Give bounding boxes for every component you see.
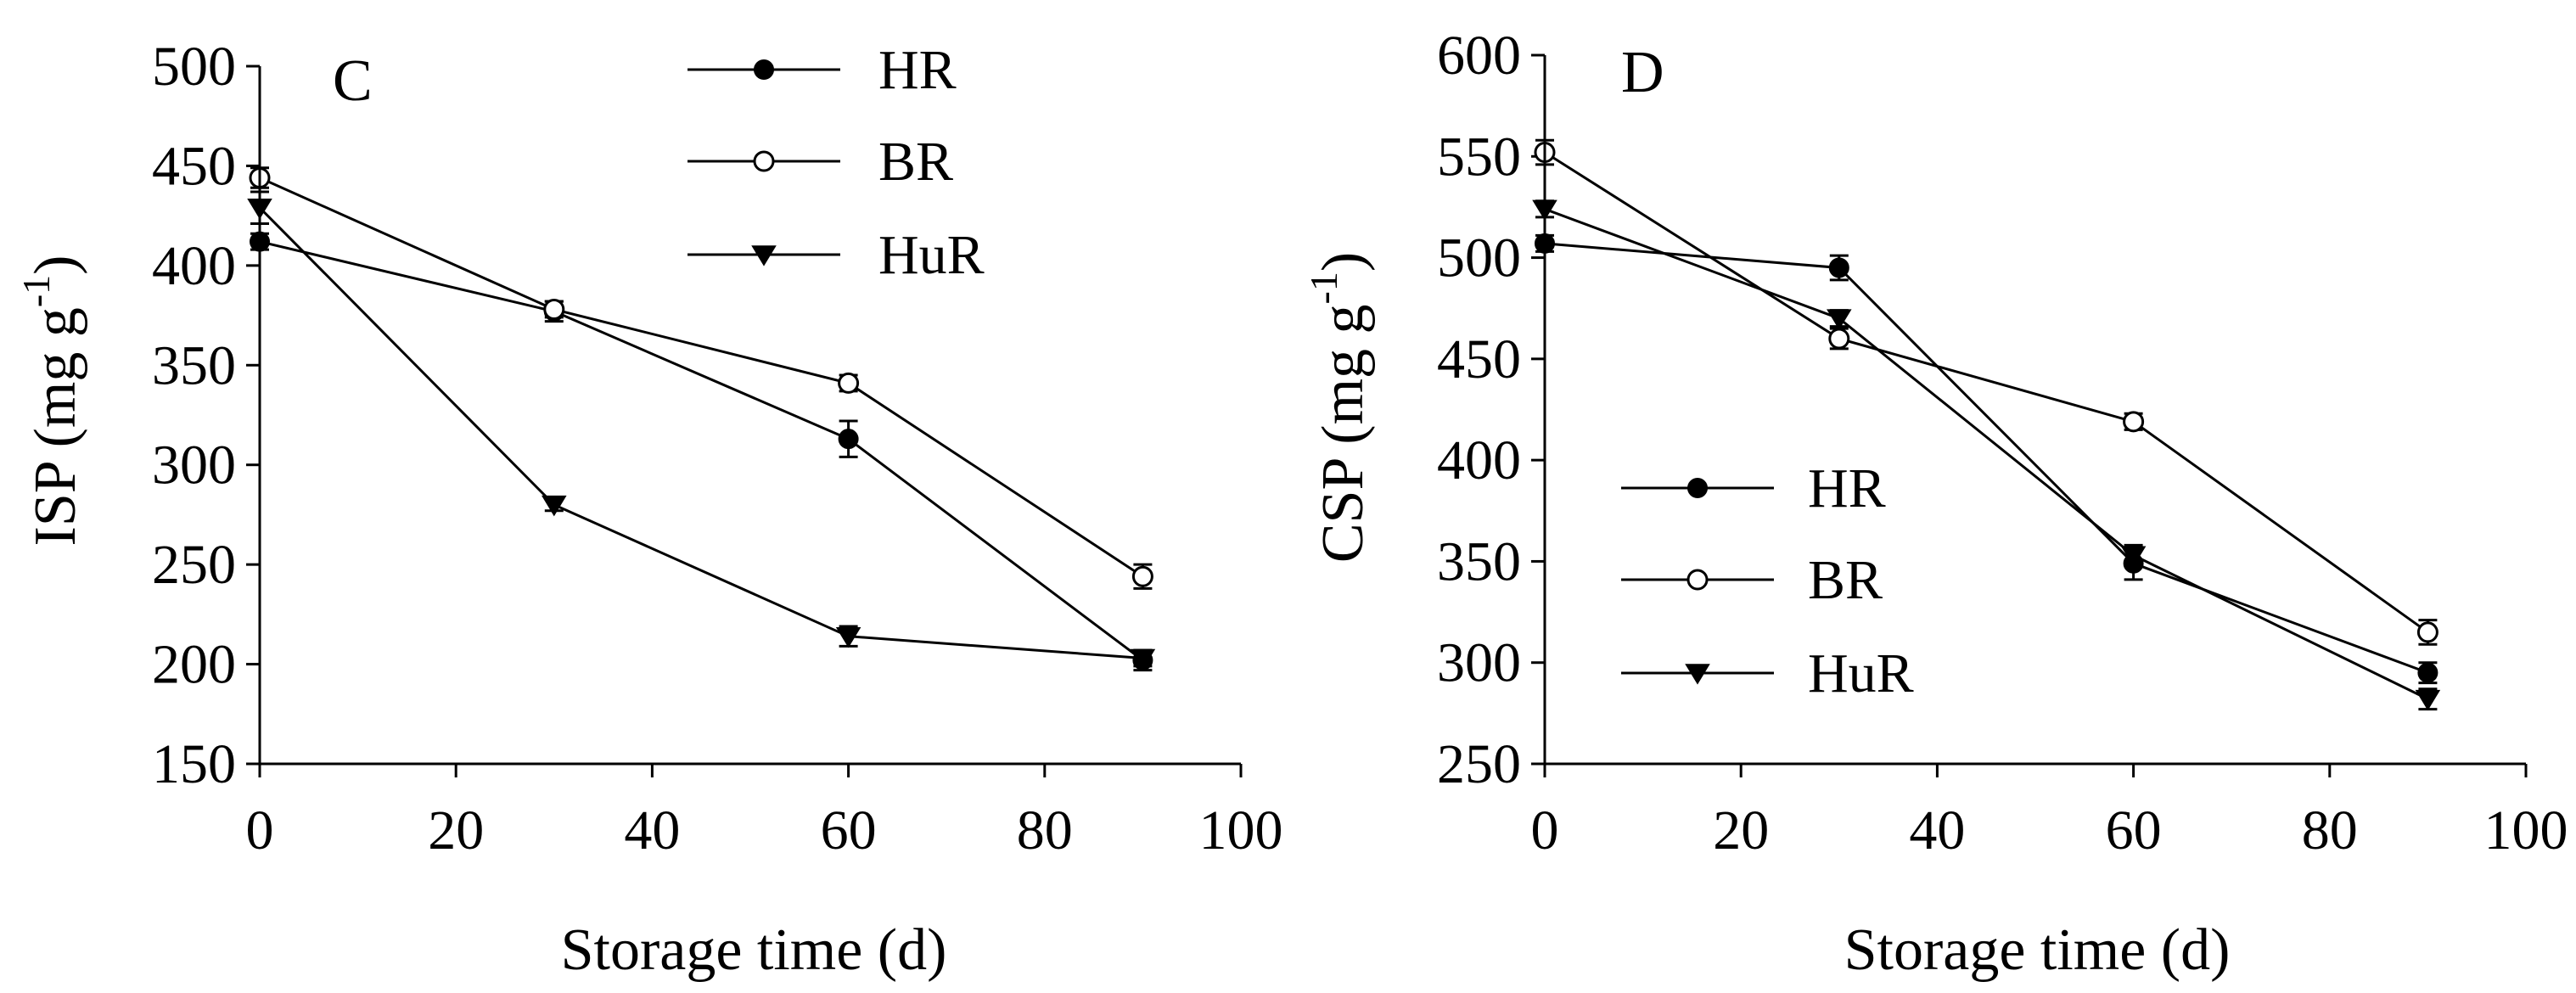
panel-d-x-tick-label: 80 [2302,799,2358,861]
panel-d-series-hr-line [1544,242,2428,675]
panel-d-y-tick-label: 300 [1437,632,1521,694]
panel-c-label: C [333,48,373,114]
panel-c-legend-label-hr: HR [878,39,957,101]
panel-c-y-tick-label: 300 [152,435,236,496]
panel-c-series-hr [250,231,1153,672]
panel-d-y-title-close: ) [1310,252,1376,272]
panel-d-y-tick-label: 400 [1437,429,1521,491]
panel-c-y-tick-label: 150 [152,733,236,795]
panel-c-x-tick-label: 100 [1199,799,1283,861]
panel-c-y-tick-label: 250 [152,534,236,596]
panel-c-series-hur-point [542,495,567,517]
panel-c-legend-marker [753,150,775,172]
panel-d-y-tick-label: 250 [1437,733,1521,795]
panel-d-series [1532,138,2441,711]
panel-d-y-tick-label: 500 [1437,227,1521,289]
panel-c-y-title-main: ISP (mg g [23,307,88,546]
panel-c-series-hur-point [835,626,861,648]
panel-c-x-tick-label: 20 [428,799,484,861]
panel-c-y-axis-title: ISP (mg g-1) [14,255,88,547]
panel-c-x-tick-label: 40 [624,799,680,861]
panel-d-x-tick-label: 20 [1713,799,1769,861]
panel-d-label: D [1621,40,1664,105]
panel-c-x-tick-label: 60 [821,799,877,861]
panel-d-x-tick-label: 100 [2484,799,2568,861]
svg-text:CSP (mg g-1): CSP (mg g-1) [1302,252,1376,563]
panel-c-series-hur-point [1130,648,1156,670]
panel-d-y-title-sup: -1 [1302,272,1345,304]
panel-c-series-br-line [259,177,1144,578]
panel-d-legend-marker [1685,664,1710,685]
svg-text:ISP (mg g-1): ISP (mg g-1) [14,255,88,547]
panel-c-series-hur-line [258,206,1143,660]
panel-d-legend-label-br: BR [1808,549,1883,611]
panel-c-x-tick-label: 80 [1017,799,1073,861]
panel-c-legend: HR BR HuR [687,39,985,286]
panel-c-y-tick-label: 350 [152,334,236,396]
panel-d-series-br-point [1828,328,1850,350]
panel-d-ticks: 250 300 350 400 450 500 550 600 0 20 40 60 80 100 [1437,25,2568,861]
panel-d-legend: HR BR HuR [1621,457,1914,704]
panel-d-series-br [1534,138,2439,646]
panel-d-y-tick-label: 600 [1437,25,1521,87]
panel-d-x-tick-label: 40 [1909,799,1965,861]
panel-d-legend-item-hr: HR [1621,457,1886,519]
panel-d-x-tick-label: 0 [1531,799,1559,861]
panel-c-series-br [249,166,1153,590]
panel-c-y-title-sup: -1 [14,275,58,307]
panel-d-legend-label-hr: HR [1808,457,1886,519]
panel-d-y-tick-label: 450 [1437,328,1521,390]
panel-c-legend-item-hr: HR [687,39,957,101]
panel-d-axes [1543,55,2526,766]
panel-c-legend-item-br: BR [687,131,953,193]
panel-c-legend-marker [754,59,774,80]
panel-d-legend-marker [1687,478,1708,498]
panel-d-series-hr-point [2417,662,2439,683]
panel-c-y-tick-label: 450 [152,135,236,197]
panel-c: C ISP (mg g-1) Storage time (d) 15020025… [14,36,1283,983]
panel-d-y-axis-title: CSP (mg g-1) [1302,252,1376,563]
panel-c-legend-label-hur: HuR [878,224,985,286]
panel-d-y-title-main: CSP (mg g [1310,304,1376,563]
panel-d-legend-item-br: BR [1621,549,1883,611]
panel-c-series-hr-point [838,429,859,450]
panel-d-series-hur-point [2415,689,2441,711]
panel-d-y-tick-label: 550 [1437,126,1521,188]
panel-d-legend-label-hur: HuR [1808,642,1914,704]
panel-c-legend-item-hur: HuR [687,224,985,286]
panel-d-series-hur-line [1544,207,2429,701]
panel-d-series-hr-point [1828,257,1849,278]
panel-d-series-hr [1535,233,2439,685]
panel-c-series-hur [247,190,1156,670]
panel-c-series-br-point [838,372,860,394]
panel-d: D CSP (mg g-1) Storage time (d) 250 300 35… [1302,25,2568,983]
panel-c-series-br-point [1131,565,1153,587]
panel-d-series-br-point [2123,411,2145,433]
panel-d-legend-item-hur: HuR [1621,642,1914,704]
panel-c-y-tick-label: 500 [152,36,236,98]
panel-c-x-axis-title: Storage time (d) [561,917,947,983]
panel-c-ticks: 150 200 250 300 350 400 450 500 0 20 40 60 80 100 [152,36,1283,861]
panel-c-legend-marker [751,245,777,266]
panel-c-y-tick-label: 400 [152,235,236,297]
panel-c-axes [258,66,1241,766]
panel-c-y-title-close: ) [23,255,88,275]
panel-c-series-br-point [543,299,565,321]
panel-d-legend-marker [1686,569,1709,591]
panel-c-legend-label-br: BR [878,131,953,193]
panel-c-y-tick-label: 200 [152,634,236,696]
panel-c-series-hr-line [259,240,1144,662]
panel-d-y-tick-label: 350 [1437,530,1521,592]
panel-d-series-br-point [2416,621,2439,643]
panel-d-series-hur [1532,199,2441,711]
panel-d-series-hur-point [2120,546,2147,567]
panel-c-x-tick-label: 0 [246,799,274,861]
panel-c-series [247,166,1156,672]
panel-d-series-br-line [1544,151,2429,634]
panel-d-x-tick-label: 60 [2106,799,2162,861]
panel-d-series-hur-point [1827,309,1852,330]
panel-d-x-axis-title: Storage time (d) [1844,917,2231,983]
